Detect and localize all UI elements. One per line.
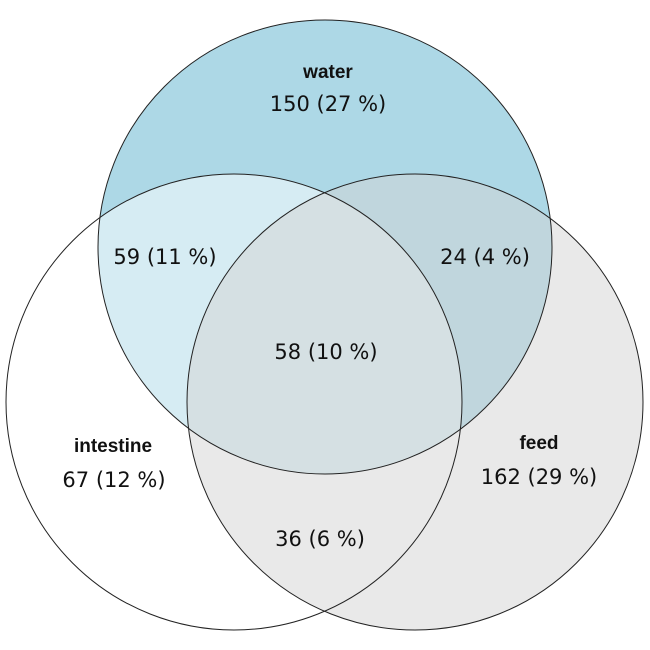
region-intestine-feed-label: 36 (6 %) — [275, 527, 365, 551]
region-water-only-label: 150 (27 %) — [270, 92, 387, 116]
water-set-title: water — [302, 62, 353, 83]
feed-set-title: feed — [519, 433, 558, 454]
region-water-intestine-label: 59 (11 %) — [113, 245, 216, 269]
region-all-three-label: 58 (10 %) — [274, 340, 377, 364]
feed-set-fill — [187, 174, 643, 630]
intestine-set-outline — [5, 173, 463, 631]
feed-set-outline — [186, 173, 644, 631]
intestine-set-title: intestine — [74, 436, 152, 457]
region-intestine-only-label: 67 (12 %) — [62, 468, 165, 492]
region-feed-only-label: 162 (29 %) — [481, 465, 598, 489]
region-water-feed-label: 24 (4 %) — [440, 245, 530, 269]
water-set-outline — [97, 19, 553, 475]
